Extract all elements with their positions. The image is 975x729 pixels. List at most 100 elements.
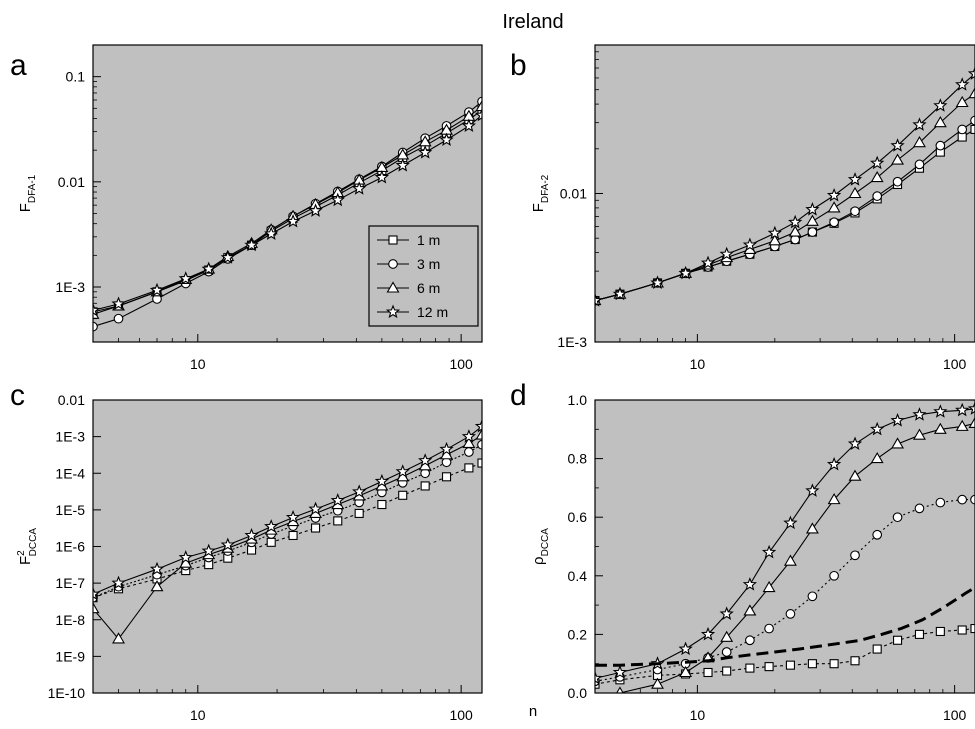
- data-point-star: [244, 527, 259, 542]
- legend-marker-triangle: [386, 281, 400, 293]
- data-point-square: [970, 623, 975, 634]
- y-axis-label-sub: DCCA: [28, 528, 39, 557]
- y-axis-label-main: F: [17, 556, 34, 565]
- data-point-star: [395, 157, 410, 172]
- data-point-circle: [935, 140, 946, 151]
- data-point-star: [285, 213, 301, 228]
- y-tick-label: 1E-3: [557, 334, 587, 350]
- data-point-circle: [721, 647, 732, 657]
- y-axis-label-main: F: [17, 203, 34, 212]
- data-point-star: [967, 401, 975, 415]
- data-point-star: [955, 402, 970, 417]
- series-group: [93, 96, 482, 332]
- legend-label: 3 m: [417, 256, 440, 272]
- data-point-square: [785, 660, 795, 670]
- y-axis-label-sub: DFA-2: [540, 174, 551, 203]
- data-point-star: [595, 670, 603, 685]
- data-point-star: [201, 543, 216, 558]
- data-point-square: [850, 656, 860, 666]
- data-point-square: [354, 508, 364, 518]
- data-point-triangle: [805, 522, 819, 534]
- y-axis-label-sub: DFA-1: [27, 174, 38, 203]
- data-point-star: [805, 483, 820, 497]
- data-point-star: [870, 421, 885, 436]
- data-point-circle: [914, 159, 925, 170]
- data-point-star: [178, 271, 193, 285]
- x-tick-label: 10: [190, 707, 206, 723]
- legend-label: 12 m: [417, 304, 448, 320]
- y-axis-label: FDFA-1: [17, 174, 38, 212]
- data-point-star: [783, 515, 798, 530]
- legend-entry: 6 m: [377, 280, 440, 296]
- data-point-star: [374, 473, 390, 488]
- data-point-triangle: [150, 580, 164, 592]
- data-point-star: [700, 626, 716, 641]
- y-axis-label-sub: DCCA: [540, 528, 551, 557]
- data-point-star: [418, 453, 433, 467]
- data-point-star: [788, 214, 803, 229]
- y-tick-label: 0.6: [568, 509, 588, 525]
- data-point-circle: [807, 591, 818, 602]
- panel-label: d: [510, 379, 527, 412]
- y-tick-label: 1E-7: [55, 575, 85, 591]
- plot-area: [93, 400, 482, 693]
- data-point-circle: [872, 529, 883, 540]
- data-point-square: [420, 481, 430, 491]
- data-point-star: [826, 456, 842, 471]
- plot-frame: [594, 44, 975, 343]
- panel-b: 10 100 1E-3 0.01 b FDFA-2: [510, 44, 975, 372]
- x-tick-label: 100: [449, 356, 473, 372]
- data-point-triangle: [788, 225, 802, 237]
- data-point-circle: [914, 503, 925, 514]
- data-point-circle: [970, 115, 975, 126]
- y-tick-label: 1E-4: [55, 465, 85, 481]
- y-axis-label-sup: 2: [16, 550, 27, 556]
- data-point-square: [703, 667, 713, 678]
- x-tick-label: 100: [449, 707, 473, 723]
- data-point-circle: [892, 512, 903, 523]
- data-point-triangle: [768, 234, 782, 246]
- y-tick-label: 1E-3: [55, 429, 85, 445]
- data-point-triangle: [762, 580, 776, 593]
- data-point-star: [890, 413, 905, 427]
- data-point-star: [352, 181, 367, 195]
- series-group: [595, 401, 975, 693]
- data-point-star: [178, 550, 193, 564]
- y-tick-label: 0.2: [568, 626, 588, 642]
- data-point-star: [826, 187, 842, 202]
- legend-marker-square: [388, 235, 398, 245]
- data-point-star: [474, 107, 482, 122]
- data-point-star: [330, 493, 345, 507]
- data-point-square: [464, 463, 474, 473]
- data-point-circle: [807, 227, 818, 237]
- data-point-triangle: [743, 604, 757, 616]
- y-tick-label: 1E-8: [55, 612, 85, 628]
- data-point-square: [807, 659, 817, 669]
- legend-entry: 3 m: [377, 256, 440, 272]
- panel-label: c: [10, 379, 25, 412]
- data-point-square: [266, 537, 276, 547]
- x-tick-label: 100: [943, 707, 967, 723]
- data-point-square: [722, 666, 732, 676]
- data-point-star: [719, 246, 734, 261]
- y-axis-label: F2DCCA: [16, 528, 39, 565]
- plot-frame: [92, 399, 483, 694]
- data-point-triangle: [968, 416, 975, 428]
- data-point-star: [149, 561, 165, 576]
- y-tick-label: 0.1: [66, 69, 86, 85]
- panel-c: 10 100 1E-10 1E-9 1E-8 1E-7 1E-6 1E-5 1E-4 1E-3 0.…: [10, 379, 483, 723]
- data-point-triangle: [955, 95, 969, 108]
- data-point-triangle: [720, 630, 734, 642]
- series-group: [595, 66, 975, 307]
- data-point-star: [933, 404, 948, 418]
- plot-frame: [594, 399, 975, 694]
- y-tick-label: 1E-9: [55, 648, 85, 664]
- data-point-square: [970, 124, 975, 134]
- data-point-star: [967, 66, 975, 80]
- data-point-star: [847, 172, 863, 186]
- data-point-star: [149, 282, 165, 297]
- data-point-circle: [872, 191, 883, 201]
- data-point-star: [308, 203, 323, 217]
- data-point-triangle: [475, 99, 482, 112]
- y-tick-label: 1.0: [568, 392, 588, 408]
